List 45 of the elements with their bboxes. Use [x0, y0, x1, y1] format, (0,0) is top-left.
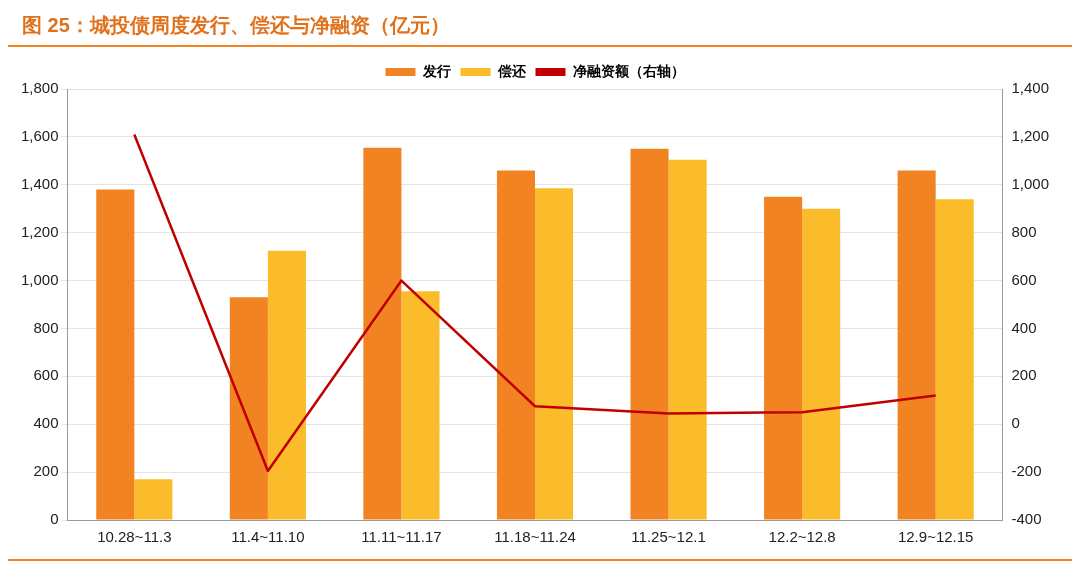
y-tick-label: 0 [50, 510, 59, 528]
y2-tick-label: -400 [1011, 510, 1042, 528]
y-tick-label: 800 [33, 318, 59, 336]
bar [267, 250, 306, 520]
x-tick-label: 12.2~12.8 [768, 528, 836, 546]
y2-tick-label: 800 [1011, 222, 1037, 240]
bar [134, 479, 173, 520]
y2-tick-label: 1,400 [1011, 79, 1050, 97]
y-tick-label: 1,800 [20, 79, 59, 97]
y2-tick-label: 1,000 [1011, 174, 1050, 192]
y-tick-label: 1,200 [20, 222, 59, 240]
x-tick-label: 11.11~11.17 [361, 528, 442, 546]
y2-tick-label: 0 [1011, 414, 1020, 432]
y2-tick-label: 1,200 [1011, 127, 1050, 145]
legend-label: 净融资额（右轴） [572, 62, 685, 79]
bar [935, 199, 974, 520]
bar [229, 297, 268, 520]
bar [96, 189, 135, 520]
bar [668, 159, 707, 520]
x-tick-label: 11.4~11.10 [231, 528, 305, 546]
bar [363, 147, 402, 520]
y-tick-label: 600 [33, 366, 59, 384]
chart-title: 图 25：城投债周度发行、偿还与净融资（亿元） [21, 13, 451, 38]
x-tick-label: 11.18~11.24 [494, 528, 576, 546]
y-tick-label: 1,600 [20, 127, 59, 145]
y2-tick-label: -200 [1011, 462, 1042, 480]
y2-tick-label: 400 [1011, 318, 1037, 336]
y2-tick-label: 600 [1011, 270, 1037, 288]
bar [496, 170, 535, 520]
y2-tick-label: 200 [1011, 366, 1037, 384]
bar [802, 208, 841, 520]
y-tick-label: 400 [33, 414, 59, 432]
bar [630, 148, 669, 520]
legend-label: 发行 [421, 62, 451, 79]
bar [401, 291, 440, 520]
x-tick-label: 12.9~12.15 [897, 528, 974, 546]
bar [897, 170, 936, 520]
legend-label: 偿还 [496, 62, 527, 79]
bar [535, 188, 574, 520]
y-tick-label: 200 [33, 462, 59, 480]
x-tick-label: 11.25~12.1 [631, 528, 706, 546]
bar [764, 196, 803, 520]
x-tick-label: 10.28~11.3 [97, 528, 172, 546]
y-tick-label: 1,000 [20, 270, 59, 288]
y-tick-label: 1,400 [20, 174, 59, 192]
